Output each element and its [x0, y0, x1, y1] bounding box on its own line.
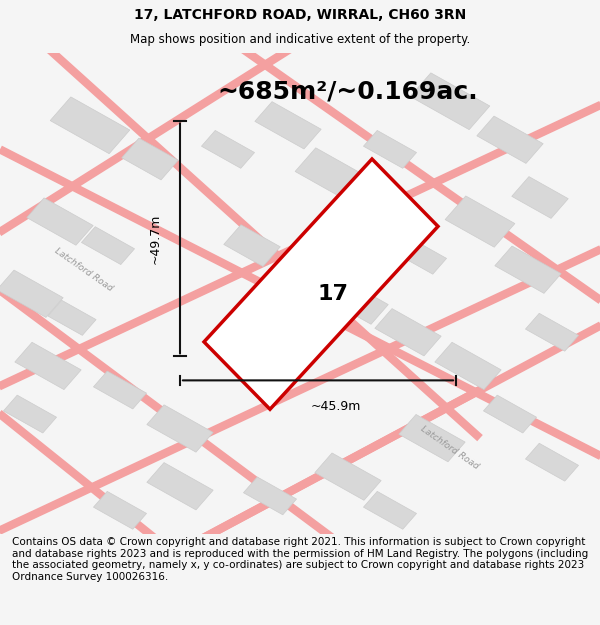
Polygon shape: [224, 225, 280, 266]
Polygon shape: [50, 97, 130, 154]
Polygon shape: [147, 462, 213, 510]
Polygon shape: [4, 395, 56, 433]
Text: Map shows position and indicative extent of the property.: Map shows position and indicative extent…: [130, 33, 470, 46]
Polygon shape: [27, 198, 93, 245]
Polygon shape: [495, 246, 561, 293]
Text: Latchford Road: Latchford Road: [419, 424, 481, 471]
Text: ~685m²/~0.169ac.: ~685m²/~0.169ac.: [218, 79, 478, 104]
Polygon shape: [435, 342, 501, 389]
Polygon shape: [399, 414, 465, 462]
Polygon shape: [244, 477, 296, 515]
Polygon shape: [295, 148, 365, 199]
Text: ~49.7m: ~49.7m: [149, 213, 162, 264]
Polygon shape: [204, 159, 438, 409]
Text: 17: 17: [317, 284, 349, 304]
Polygon shape: [147, 405, 213, 452]
Polygon shape: [375, 309, 441, 356]
Text: 17, LATCHFORD ROAD, WIRRAL, CH60 3RN: 17, LATCHFORD ROAD, WIRRAL, CH60 3RN: [134, 8, 466, 22]
Polygon shape: [15, 342, 81, 389]
Polygon shape: [477, 116, 543, 163]
Polygon shape: [484, 395, 536, 433]
Polygon shape: [332, 282, 388, 324]
Polygon shape: [364, 131, 416, 168]
Polygon shape: [202, 131, 254, 168]
Polygon shape: [255, 102, 321, 149]
Polygon shape: [0, 270, 63, 318]
Polygon shape: [290, 254, 334, 286]
Polygon shape: [410, 73, 490, 129]
Polygon shape: [82, 227, 134, 264]
Polygon shape: [48, 300, 96, 336]
Polygon shape: [94, 491, 146, 529]
Polygon shape: [394, 236, 446, 274]
Text: ~45.9m: ~45.9m: [311, 399, 361, 412]
Text: Latchford Road: Latchford Road: [53, 246, 115, 293]
Polygon shape: [526, 443, 578, 481]
Text: Contains OS data © Crown copyright and database right 2021. This information is : Contains OS data © Crown copyright and d…: [12, 537, 588, 582]
Polygon shape: [122, 138, 178, 180]
Polygon shape: [526, 313, 578, 351]
Polygon shape: [445, 196, 515, 248]
Polygon shape: [94, 371, 146, 409]
Polygon shape: [315, 453, 381, 500]
Polygon shape: [364, 491, 416, 529]
Polygon shape: [512, 177, 568, 218]
